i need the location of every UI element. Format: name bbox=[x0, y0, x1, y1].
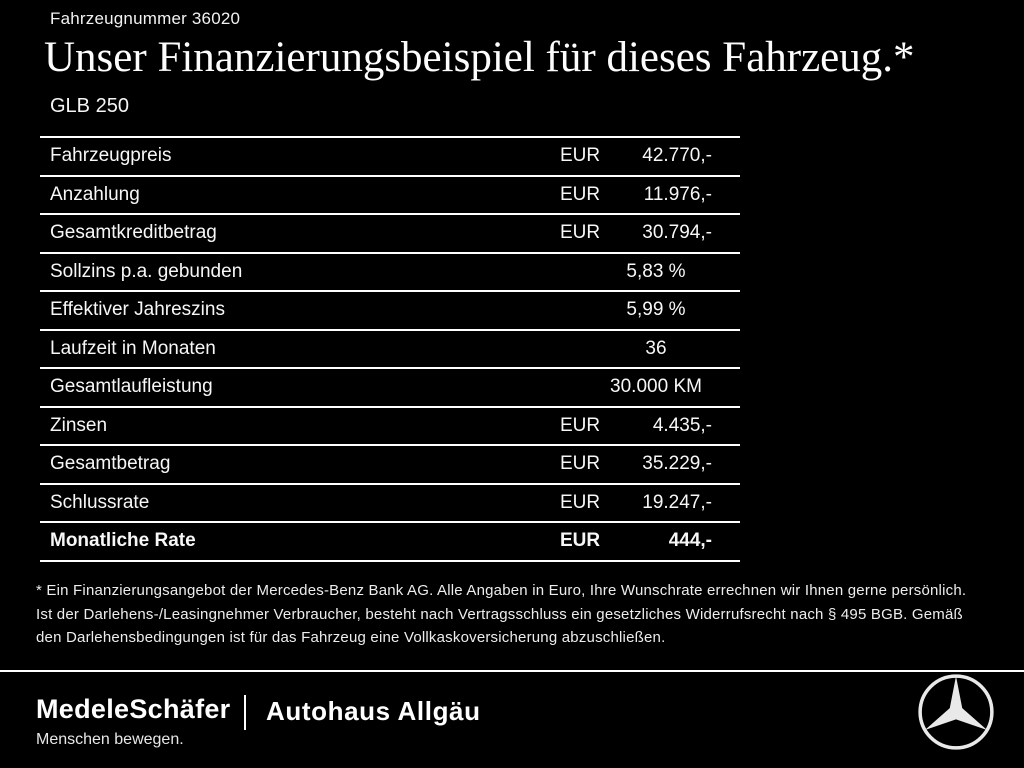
vehicle-number: Fahrzeugnummer 36020 bbox=[50, 9, 241, 28]
dealer-logo-medeleschaefer: MedeleSchäfer bbox=[36, 694, 231, 724]
row-value: 5,83 % bbox=[626, 260, 686, 282]
currency-label: EUR bbox=[560, 530, 601, 552]
row-label: Gesamtlaufleistung bbox=[50, 376, 213, 398]
table-row: Laufzeit in Monaten 36 bbox=[40, 328, 740, 368]
logo-divider bbox=[244, 695, 246, 730]
row-label: Gesamtkreditbetrag bbox=[50, 222, 217, 244]
table-row: Zinsen EUR 4.435,- bbox=[40, 405, 740, 445]
row-label: Schlussrate bbox=[50, 491, 150, 513]
dealer-logo-autohaus-allgaeu: Autohaus Allgäu bbox=[266, 696, 481, 726]
row-value: 35.229,- bbox=[642, 453, 712, 475]
row-label: Effektiver Jahreszins bbox=[50, 299, 225, 321]
table-row: Anzahlung EUR 11.976,- bbox=[40, 174, 740, 214]
table-row: Gesamtbetrag EUR 35.229,- bbox=[40, 444, 740, 483]
page-title: Unser Finanzierungsbeispiel für dieses F… bbox=[44, 34, 915, 81]
row-value: 4.435,- bbox=[652, 414, 712, 436]
row-label: Gesamtbetrag bbox=[50, 453, 171, 475]
row-value: 30.794,- bbox=[642, 222, 712, 244]
currency-label: EUR bbox=[560, 183, 601, 205]
mercedes-star-icon bbox=[917, 673, 995, 751]
row-value: 444,- bbox=[668, 530, 712, 552]
row-label: Zinsen bbox=[50, 414, 108, 436]
row-label: Laufzeit in Monaten bbox=[50, 337, 216, 359]
table-row: Effektiver Jahreszins 5,99 % bbox=[40, 290, 740, 329]
row-label: Fahrzeugpreis bbox=[50, 145, 172, 167]
row-value: 19.247,- bbox=[642, 491, 712, 513]
table-row-monthly-rate: Monatliche Rate EUR 444,- bbox=[40, 521, 740, 560]
currency-label: EUR bbox=[560, 145, 601, 167]
table-row: Gesamtkreditbetrag EUR 30.794,- bbox=[40, 213, 740, 252]
row-value: 36 bbox=[645, 337, 667, 359]
footer-divider-line bbox=[0, 670, 1024, 672]
dealer-tagline: Menschen bewegen. bbox=[36, 731, 184, 748]
table-row: Gesamtlaufleistung 30.000 KM bbox=[40, 367, 740, 406]
table-row: Fahrzeugpreis EUR 42.770,- bbox=[40, 136, 740, 175]
currency-label: EUR bbox=[560, 222, 601, 244]
row-label: Sollzins p.a. gebunden bbox=[50, 260, 243, 282]
row-label: Monatliche Rate bbox=[50, 530, 196, 552]
currency-label: EUR bbox=[560, 414, 601, 436]
row-label: Anzahlung bbox=[50, 183, 140, 205]
table-row: Sollzins p.a. gebunden 5,83 % bbox=[40, 251, 740, 291]
row-value: 5,99 % bbox=[626, 299, 686, 321]
financing-table: Fahrzeugpreis EUR 42.770,- Anzahlung EUR… bbox=[40, 136, 740, 562]
legal-footnote: * Ein Finanzierungsangebot der Mercedes-… bbox=[36, 582, 967, 646]
row-value: 11.976,- bbox=[643, 183, 712, 205]
model-name: GLB 250 bbox=[50, 95, 129, 117]
row-value: 42.770,- bbox=[642, 145, 712, 167]
currency-label: EUR bbox=[560, 453, 601, 475]
row-value: 30.000 KM bbox=[610, 376, 702, 398]
currency-label: EUR bbox=[560, 491, 601, 513]
table-row: Schlussrate EUR 19.247,- bbox=[40, 482, 740, 522]
